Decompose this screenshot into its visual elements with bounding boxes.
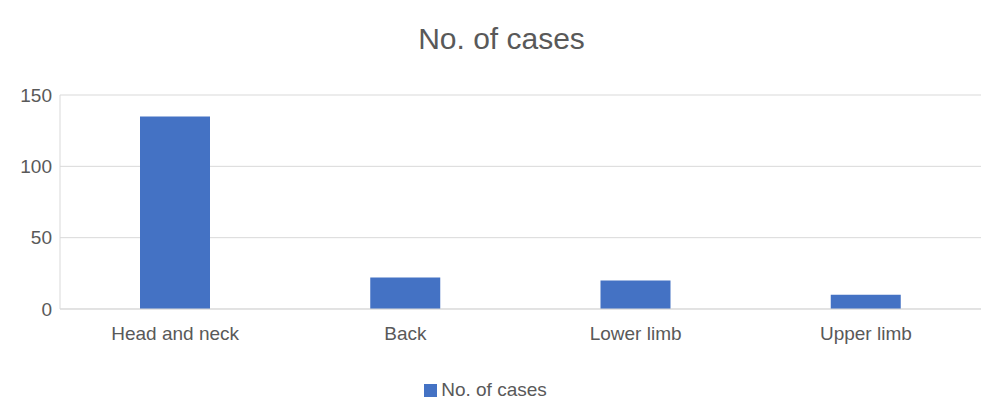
svg-text:Back: Back [384, 323, 427, 344]
svg-text:100: 100 [20, 156, 52, 177]
svg-text:0: 0 [41, 299, 52, 320]
svg-text:150: 150 [20, 85, 52, 106]
svg-text:Upper limb: Upper limb [820, 323, 912, 344]
svg-text:50: 50 [31, 227, 52, 248]
svg-text:Lower limb: Lower limb [590, 323, 682, 344]
html-text:No. of cases: No. of cases [418, 22, 585, 55]
svg-text:Head and neck: Head and neck [111, 323, 239, 344]
html-text:No. of cases: No. of cases [441, 379, 547, 400]
